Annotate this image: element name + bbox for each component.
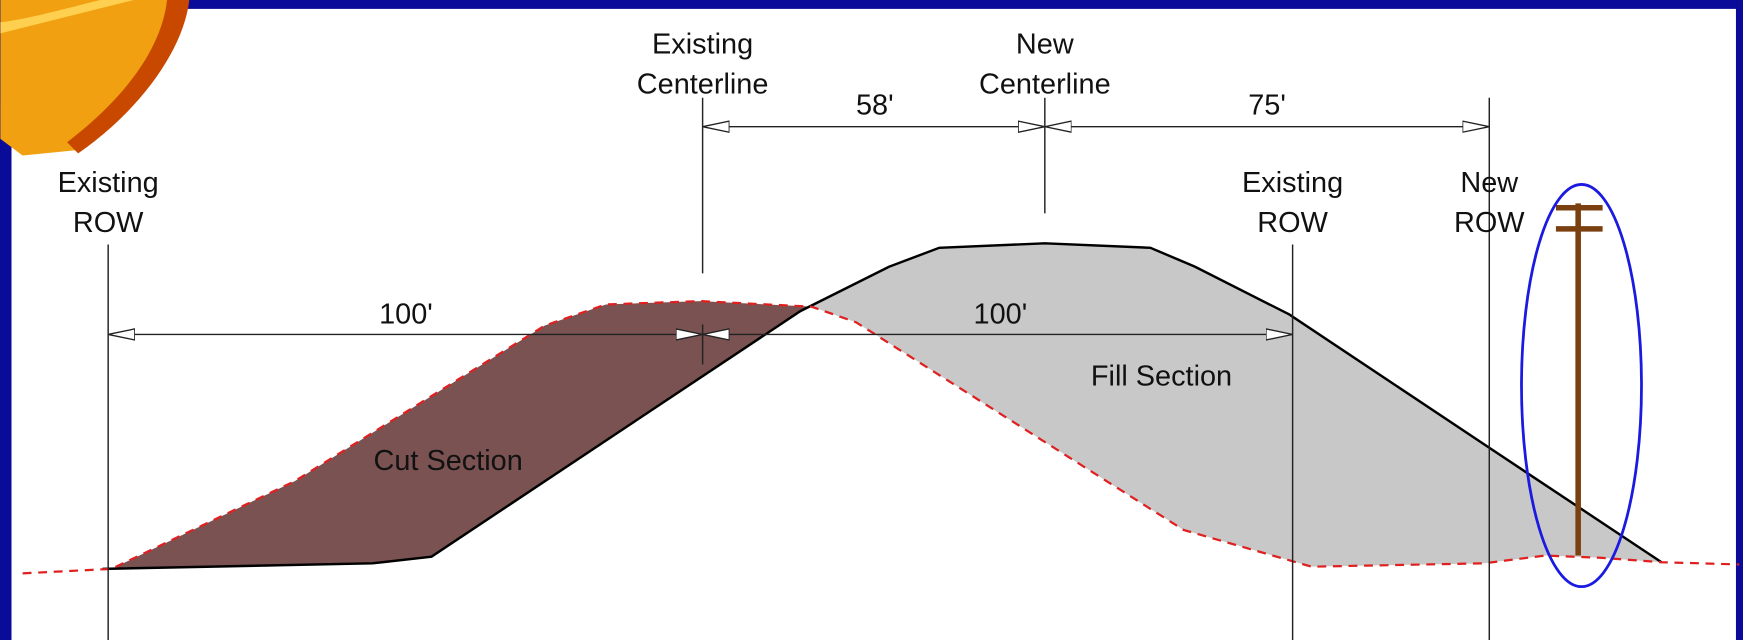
dimension-label: 58' [856,89,894,121]
highlight-ellipse [1520,183,1643,589]
utility-pole [1555,203,1603,556]
dimension-label: 100' [974,298,1028,330]
label: Existing ROW [58,167,159,239]
dimension-label: 75' [1248,89,1286,121]
section-label: Fill Section [1091,361,1232,393]
new-grade-line [102,242,1663,571]
label: New Centerline [979,28,1111,100]
fill-section [800,243,1662,567]
section-label: Cut Section [374,445,523,477]
label: New ROW [1454,167,1525,239]
cut-section [102,301,812,569]
existing-ground-line [22,299,1740,575]
helmet-icon [0,0,190,156]
dimension-label: 100' [379,298,433,330]
label: Existing ROW [1242,167,1343,239]
label: Existing Centerline [637,28,769,100]
